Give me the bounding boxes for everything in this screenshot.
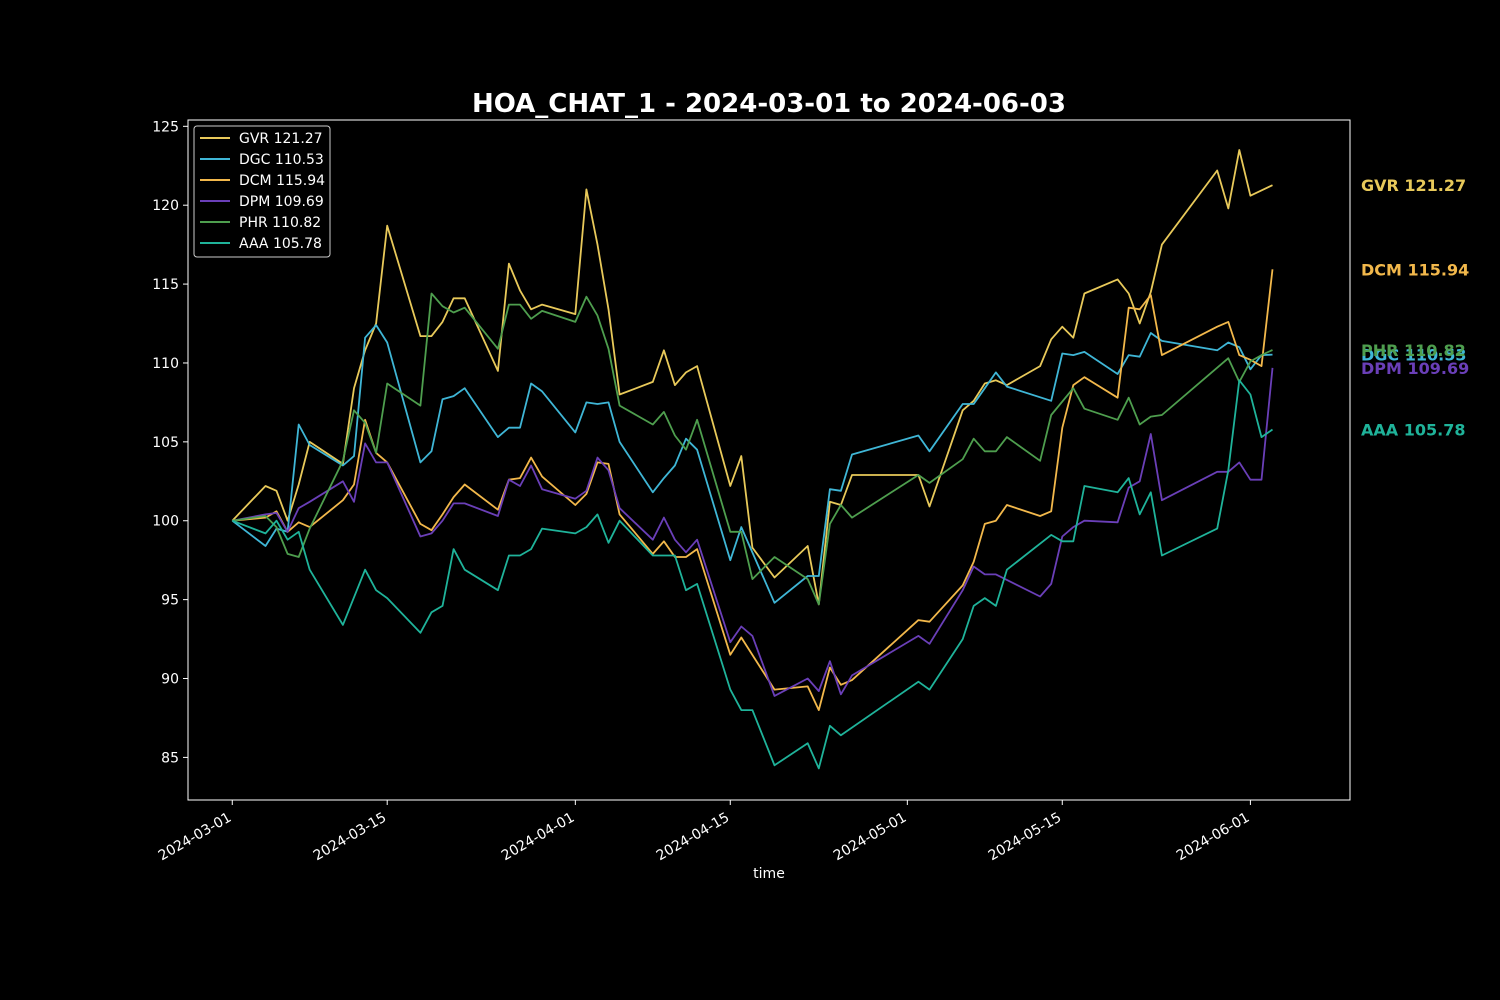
series-line-gvr: [231, 149, 1273, 606]
y-tick-label: 125: [152, 119, 179, 135]
y-tick-label: 115: [152, 277, 179, 293]
y-tick-label: 105: [152, 435, 179, 451]
series-line-phr: [232, 292, 1273, 606]
x-tick-label: 2024-04-01: [499, 810, 577, 865]
y-tick-label: 120: [152, 198, 179, 214]
x-tick-label: 2024-04-15: [654, 810, 732, 865]
x-tick-label: 2024-05-15: [986, 810, 1064, 865]
legend-entry: DGC 110.53: [239, 152, 324, 168]
legend-entry: DCM 115.94: [239, 173, 325, 189]
x-axis-label: time: [753, 866, 785, 882]
legend-entry: GVR 121.27: [239, 131, 323, 147]
end-value-label: DGC 110.53: [1361, 346, 1466, 365]
x-tick-label: 2024-05-01: [831, 810, 909, 865]
end-value-label: AAA 105.78: [1361, 421, 1465, 440]
legend-entry: AAA 105.78: [239, 236, 322, 252]
y-tick-label: 90: [161, 672, 179, 688]
legend: GVR 121.27 DGC 110.53 DCM 115.94 DPM 109.69…: [193, 125, 331, 258]
series-line-dcm: [232, 269, 1274, 711]
end-value-label: DCM 115.94: [1361, 260, 1469, 279]
x-axis: 2024-03-01 2024-03-15 2024-04-01 2024-04-15…: [156, 800, 1252, 865]
end-value-label: PHR 110.82: [1361, 341, 1466, 360]
x-tick-label: 2024-06-01: [1174, 810, 1252, 865]
series-line-dpm: [232, 367, 1274, 697]
legend-entry: PHR 110.82: [239, 215, 321, 231]
series-line-dgc: [231, 324, 1273, 604]
y-tick-label: 110: [152, 356, 179, 372]
y-axis: 85 90 95 100 105 110 115 120 125: [152, 119, 188, 766]
chart-title: HOA_CHAT_1 - 2024-03-01 to 2024-06-03: [472, 89, 1066, 119]
y-tick-label: 95: [161, 593, 179, 609]
series-line-aaa: [231, 379, 1274, 770]
plot-area-frame: [187, 119, 1351, 801]
series-lines: [231, 149, 1274, 770]
legend-entry: DPM 109.69: [239, 194, 324, 210]
x-tick-label: 2024-03-15: [311, 810, 389, 865]
y-tick-label: 85: [161, 750, 179, 766]
x-tick-label: 2024-03-01: [156, 810, 234, 865]
end-value-label: DPM 109.69: [1361, 359, 1469, 378]
end-value-label: GVR 121.27: [1361, 176, 1466, 195]
y-tick-label: 100: [152, 514, 179, 530]
series-end-labels: GVR 121.27 DGC 110.53 DCM 115.94 DPM 109.69…: [1361, 176, 1469, 439]
